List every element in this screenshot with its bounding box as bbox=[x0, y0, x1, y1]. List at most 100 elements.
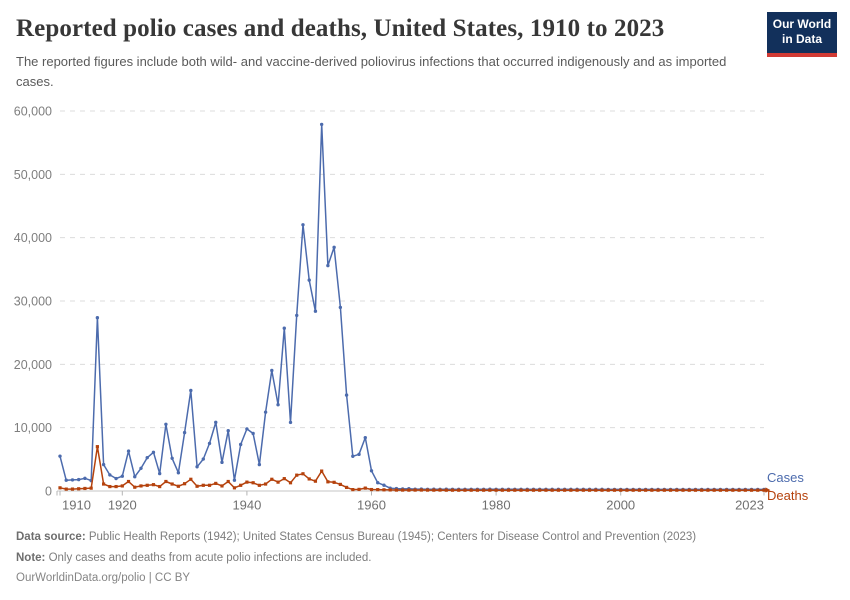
cases-point-1933[interactable] bbox=[201, 457, 205, 461]
deaths-point-1980[interactable] bbox=[494, 488, 498, 492]
deaths-point-1964[interactable] bbox=[394, 488, 399, 492]
legend-deaths[interactable]: Deaths bbox=[767, 488, 809, 503]
deaths-point-1984[interactable] bbox=[519, 488, 523, 492]
deaths-point-1946[interactable] bbox=[282, 477, 286, 481]
cases-point-1917[interactable] bbox=[101, 462, 106, 467]
cases-point-1926[interactable] bbox=[157, 471, 162, 476]
deaths-point-1925[interactable] bbox=[151, 483, 156, 487]
cases-point-1962[interactable] bbox=[382, 483, 386, 487]
deaths-point-1939[interactable] bbox=[239, 483, 243, 487]
cases-point-1937[interactable] bbox=[226, 429, 230, 433]
cases-point-1955[interactable] bbox=[338, 305, 343, 310]
deaths-point-1982[interactable] bbox=[506, 488, 511, 492]
deaths-point-2010[interactable] bbox=[681, 488, 685, 492]
cases-point-1914[interactable] bbox=[83, 476, 87, 481]
deaths-point-1949[interactable] bbox=[301, 472, 305, 476]
deaths-point-1928[interactable] bbox=[170, 482, 174, 486]
cases-point-1939[interactable] bbox=[238, 442, 243, 447]
deaths-point-1969[interactable] bbox=[425, 488, 430, 492]
deaths-point-1927[interactable] bbox=[164, 479, 168, 484]
deaths-point-2009[interactable] bbox=[675, 488, 679, 492]
deaths-point-2017[interactable] bbox=[725, 488, 729, 492]
cases-point-1959[interactable] bbox=[363, 435, 367, 440]
deaths-point-2011[interactable] bbox=[687, 488, 691, 492]
cases-point-1943[interactable] bbox=[263, 410, 268, 414]
deaths-point-1993[interactable] bbox=[575, 488, 579, 492]
cases-point-1936[interactable] bbox=[220, 460, 224, 465]
deaths-point-1937[interactable] bbox=[226, 479, 230, 484]
deaths-point-1916[interactable] bbox=[95, 445, 99, 449]
deaths-point-1950[interactable] bbox=[307, 477, 311, 481]
deaths-point-1985[interactable] bbox=[525, 488, 529, 492]
deaths-point-1954[interactable] bbox=[332, 480, 336, 484]
cases-point-1951[interactable] bbox=[313, 309, 318, 313]
deaths-point-1968[interactable] bbox=[419, 488, 423, 492]
deaths-line[interactable] bbox=[59, 445, 764, 491]
deaths-point-1979[interactable] bbox=[488, 488, 492, 492]
deaths-point-1956[interactable] bbox=[344, 485, 349, 490]
deaths-point-1948[interactable] bbox=[295, 473, 299, 477]
deaths-point-1965[interactable] bbox=[401, 488, 405, 492]
deaths-point-1997[interactable] bbox=[600, 488, 604, 492]
cases-point-1923[interactable] bbox=[139, 466, 143, 470]
deaths-point-1992[interactable] bbox=[569, 488, 573, 492]
cases-point-1924[interactable] bbox=[145, 455, 149, 460]
deaths-point-1953[interactable] bbox=[326, 480, 330, 484]
deaths-point-1915[interactable] bbox=[89, 486, 93, 490]
cases-point-1931[interactable] bbox=[189, 388, 193, 393]
deaths-point-1912[interactable] bbox=[70, 487, 75, 491]
cases-point-1918[interactable] bbox=[108, 473, 112, 477]
deaths-point-1989[interactable] bbox=[550, 488, 554, 492]
cases-point-1922[interactable] bbox=[133, 475, 137, 479]
deaths-point-2006[interactable] bbox=[656, 488, 660, 492]
deaths-point-1996[interactable] bbox=[594, 488, 598, 492]
deaths-point-1919[interactable] bbox=[114, 484, 118, 489]
deaths-point-1994[interactable] bbox=[581, 488, 585, 492]
deaths-point-1990[interactable] bbox=[556, 488, 561, 492]
cases-line[interactable] bbox=[59, 123, 764, 491]
deaths-point-2012[interactable] bbox=[693, 488, 698, 492]
deaths-point-2007[interactable] bbox=[662, 488, 666, 492]
cases-point-1949[interactable] bbox=[301, 223, 305, 227]
deaths-point-1933[interactable] bbox=[201, 483, 205, 487]
cases-point-1930[interactable] bbox=[182, 430, 187, 435]
cases-point-1957[interactable] bbox=[351, 454, 355, 458]
deaths-point-2008[interactable] bbox=[668, 488, 673, 492]
deaths-point-1987[interactable] bbox=[538, 488, 542, 492]
cases-point-1960[interactable] bbox=[369, 469, 374, 473]
deaths-point-1952[interactable] bbox=[320, 469, 324, 473]
cases-point-1956[interactable] bbox=[344, 393, 349, 397]
deaths-point-2021[interactable] bbox=[749, 488, 754, 492]
cases-point-1954[interactable] bbox=[332, 245, 336, 250]
cases-point-1947[interactable] bbox=[288, 420, 293, 425]
deaths-point-1959[interactable] bbox=[363, 486, 367, 490]
deaths-point-1963[interactable] bbox=[388, 488, 392, 492]
deaths-point-1936[interactable] bbox=[220, 484, 224, 488]
cases-point-1961[interactable] bbox=[376, 480, 380, 485]
deaths-point-1960[interactable] bbox=[369, 487, 374, 492]
deaths-point-1976[interactable] bbox=[469, 488, 473, 492]
deaths-point-1941[interactable] bbox=[251, 481, 255, 485]
owid-logo[interactable]: Our World in Data bbox=[767, 12, 837, 57]
cases-point-1920[interactable] bbox=[120, 474, 125, 478]
deaths-point-1923[interactable] bbox=[139, 484, 143, 488]
deaths-point-2002[interactable] bbox=[631, 488, 635, 492]
cases-point-1941[interactable] bbox=[251, 431, 255, 436]
deaths-point-2014[interactable] bbox=[706, 488, 710, 492]
cases-point-1910[interactable] bbox=[58, 454, 62, 458]
deaths-point-1943[interactable] bbox=[263, 482, 268, 486]
cases-point-1934[interactable] bbox=[207, 441, 212, 446]
deaths-point-1911[interactable] bbox=[64, 487, 68, 491]
deaths-point-1910[interactable] bbox=[58, 486, 62, 490]
deaths-point-1932[interactable] bbox=[195, 484, 199, 488]
deaths-point-1967[interactable] bbox=[413, 488, 417, 492]
deaths-point-2004[interactable] bbox=[644, 488, 648, 492]
deaths-point-1921[interactable] bbox=[126, 479, 131, 484]
cases-point-1913[interactable] bbox=[76, 477, 81, 482]
cases-point-1921[interactable] bbox=[126, 449, 131, 453]
deaths-point-1973[interactable] bbox=[450, 488, 455, 492]
deaths-point-1951[interactable] bbox=[313, 479, 318, 483]
license-link[interactable]: OurWorldinData.org/polio | CC BY bbox=[16, 572, 191, 584]
deaths-point-1922[interactable] bbox=[133, 485, 137, 489]
deaths-point-2018[interactable] bbox=[731, 488, 735, 492]
